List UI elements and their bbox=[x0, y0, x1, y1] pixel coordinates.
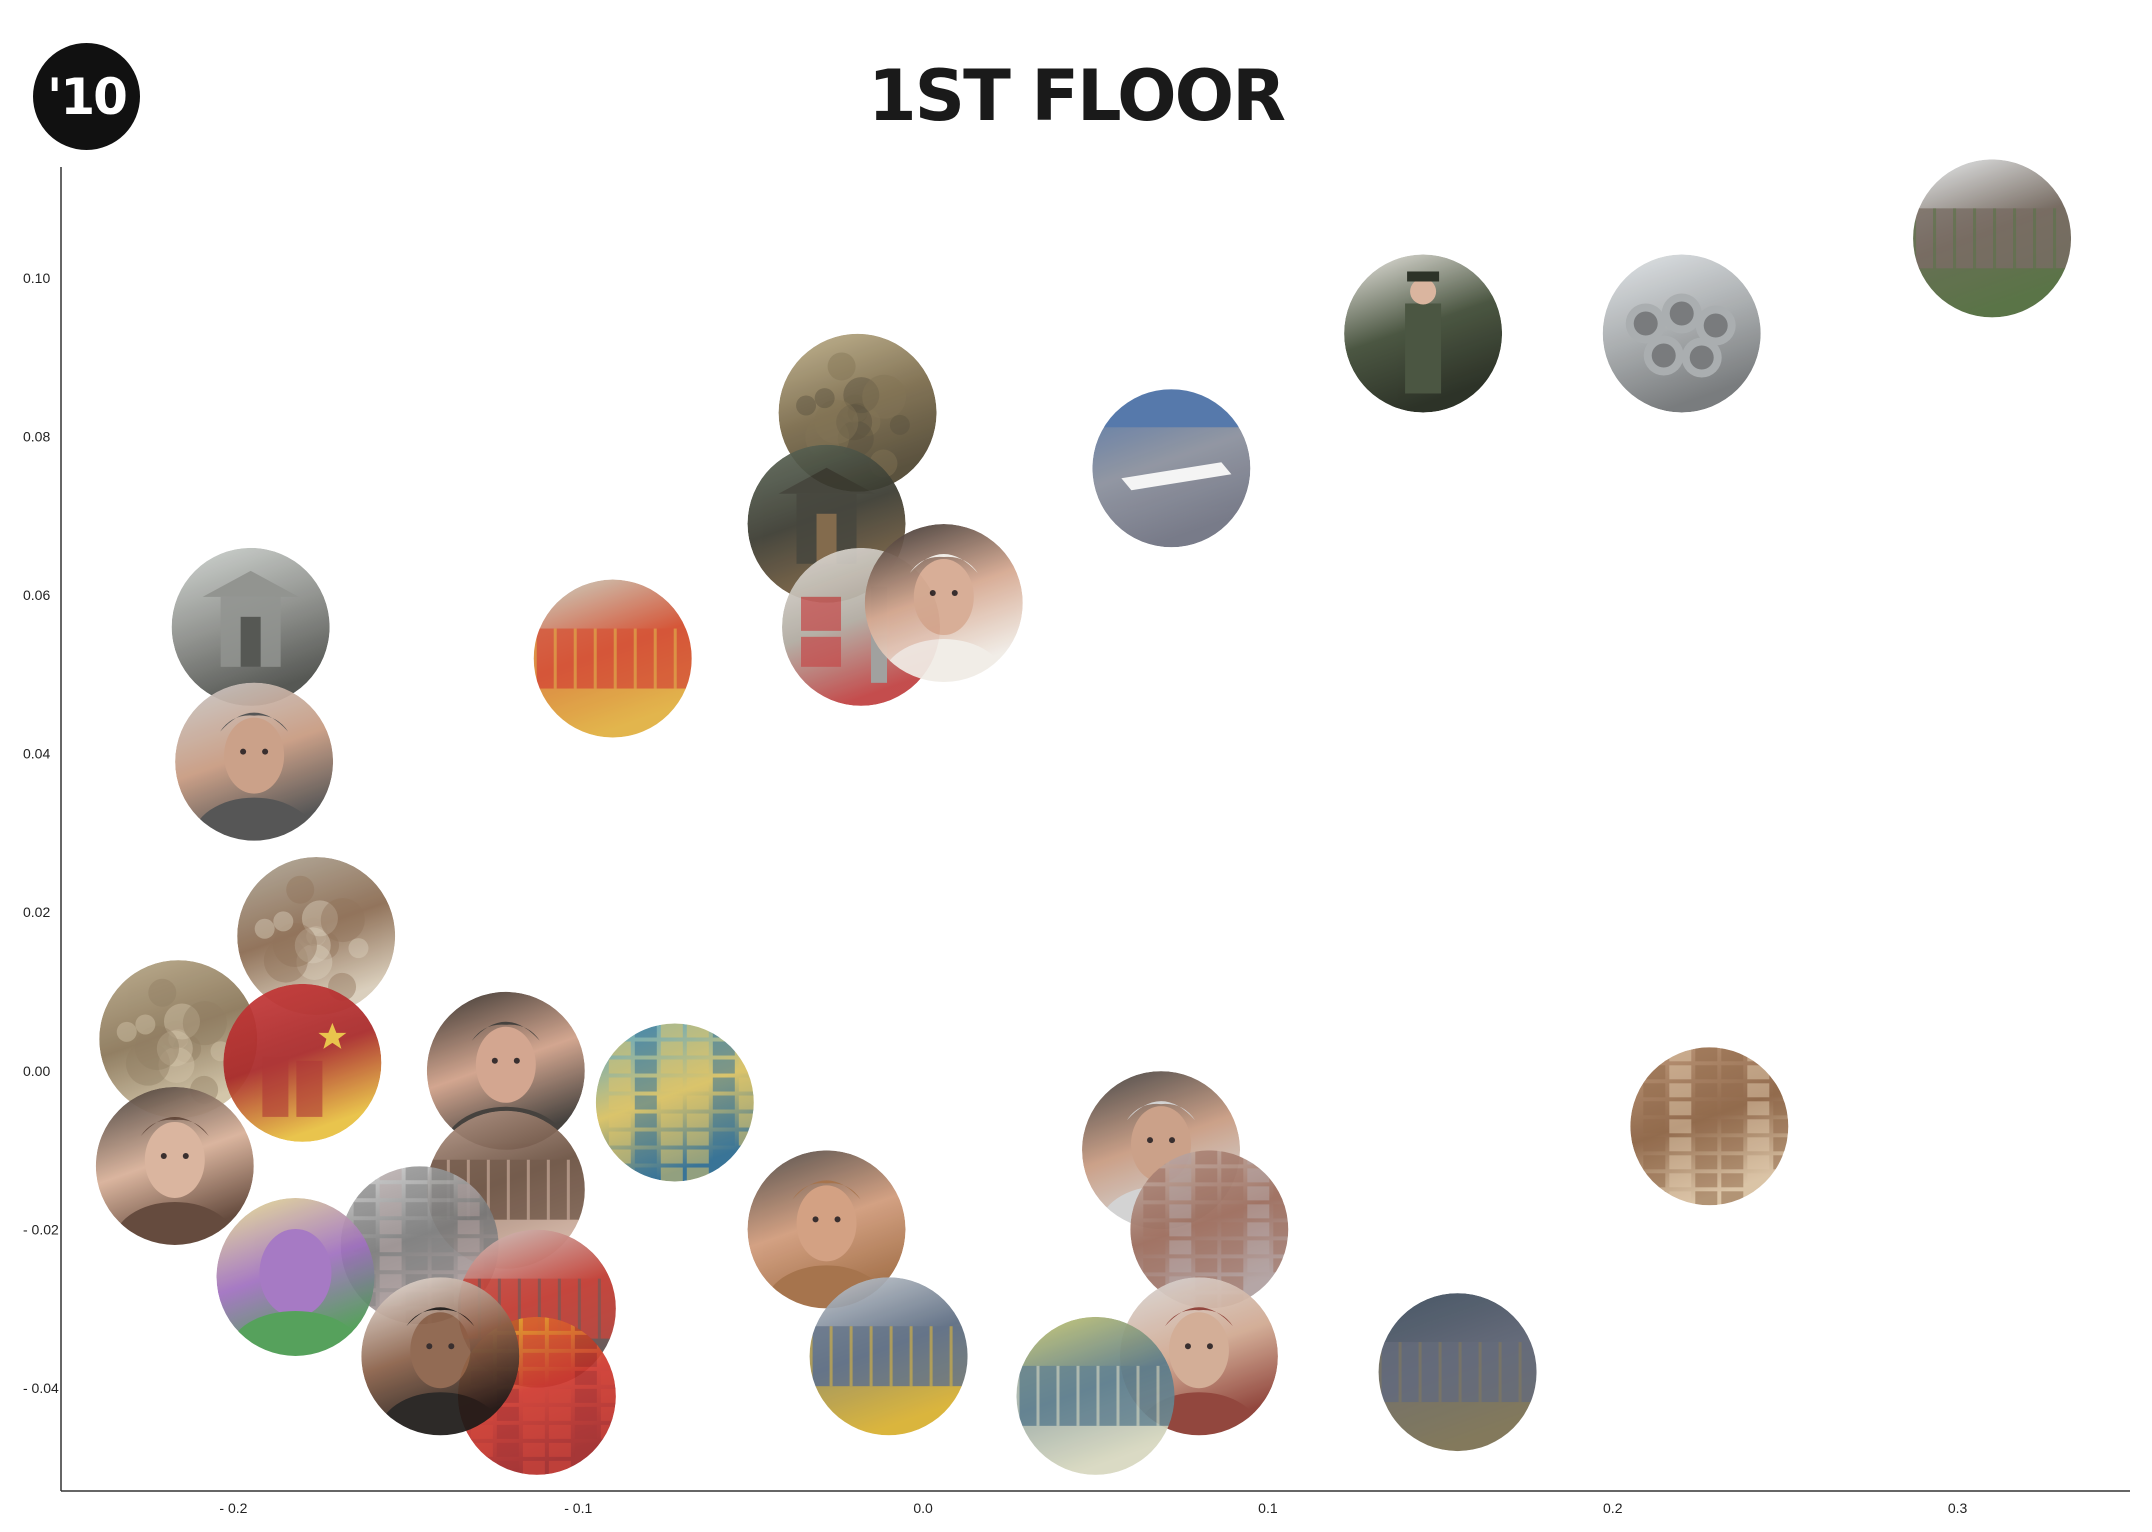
data-point-fence bbox=[1913, 159, 2072, 318]
data-point-face bbox=[864, 524, 1023, 683]
logo: '10 bbox=[33, 43, 140, 150]
x-tick-label: - 0.2 bbox=[219, 1500, 247, 1516]
x-tick-label: 0.0 bbox=[913, 1500, 933, 1516]
data-point-brick bbox=[1630, 1047, 1789, 1206]
data-point-pipes bbox=[1602, 254, 1761, 413]
data-point-wall bbox=[1016, 1316, 1175, 1475]
data-point-face bbox=[361, 1277, 520, 1436]
data-point-storefront bbox=[533, 579, 692, 738]
data-point-face bbox=[95, 1086, 254, 1245]
data-point-face bbox=[175, 682, 334, 841]
data-point-brick bbox=[1130, 1150, 1289, 1309]
data-points bbox=[95, 159, 2072, 1475]
data-point-roadblock bbox=[809, 1277, 968, 1436]
data-point-soldier bbox=[1344, 254, 1503, 413]
y-tick-label: 0.00 bbox=[23, 1063, 50, 1079]
y-tick-label: - 0.02 bbox=[23, 1221, 59, 1237]
x-tick-label: - 0.1 bbox=[564, 1500, 592, 1516]
y-tick-label: - 0.04 bbox=[23, 1380, 59, 1396]
data-point-rubble bbox=[237, 857, 396, 1016]
y-tick-label: 0.06 bbox=[23, 587, 50, 603]
logo-text: '10 bbox=[47, 67, 128, 126]
page-title: 1ST FLOOR bbox=[867, 55, 1286, 137]
y-tick-label: 0.04 bbox=[23, 746, 50, 762]
x-tick-label: 0.2 bbox=[1603, 1500, 1623, 1516]
y-tick-label: 0.10 bbox=[23, 270, 50, 286]
data-point-runway bbox=[1092, 389, 1251, 548]
y-tick-labels: 0.10 0.08 0.06 0.04 0.02 0.00 - 0.02 - 0.04 bbox=[23, 270, 59, 1396]
y-tick-label: 0.08 bbox=[23, 429, 50, 445]
data-point-flag bbox=[223, 983, 382, 1142]
y-tick-label: 0.02 bbox=[23, 904, 50, 920]
data-point-mural bbox=[595, 1023, 754, 1182]
data-point-sign bbox=[1378, 1293, 1537, 1452]
axes bbox=[60, 167, 2130, 1492]
x-tick-label: 0.1 bbox=[1258, 1500, 1278, 1516]
x-tick-labels: - 0.2 - 0.1 0.0 0.1 0.2 0.3 bbox=[219, 1500, 1967, 1516]
data-point-painting bbox=[99, 960, 258, 1119]
data-point-portrait bbox=[216, 1197, 375, 1356]
x-tick-label: 0.3 bbox=[1948, 1500, 1968, 1516]
data-point-kiosk bbox=[171, 547, 330, 706]
